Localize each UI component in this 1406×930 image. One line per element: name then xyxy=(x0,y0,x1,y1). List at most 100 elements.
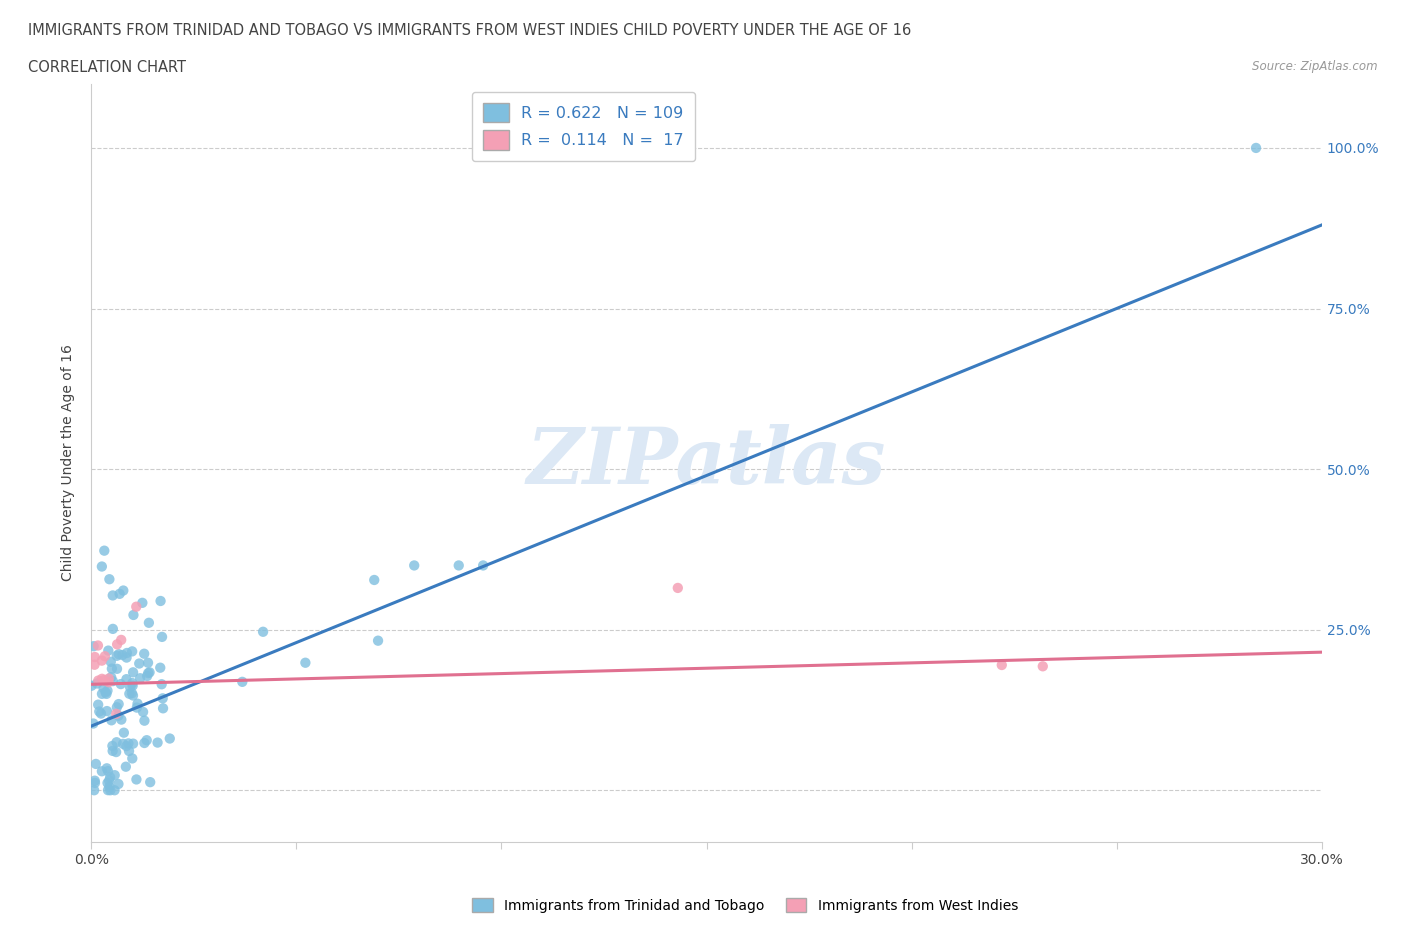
Point xyxy=(294,656,316,671)
Point xyxy=(152,691,174,706)
Point xyxy=(990,658,1012,672)
Point xyxy=(105,700,128,715)
Point xyxy=(1032,658,1054,673)
Point xyxy=(472,558,495,573)
Point xyxy=(118,686,141,701)
Point xyxy=(98,779,121,794)
Point xyxy=(363,573,385,588)
Point xyxy=(152,701,174,716)
Point xyxy=(125,599,148,614)
Point xyxy=(128,656,150,671)
Point xyxy=(146,735,169,750)
Point xyxy=(105,745,128,760)
Point xyxy=(101,661,124,676)
Point xyxy=(101,673,124,688)
Point xyxy=(134,713,156,728)
Point xyxy=(105,648,128,663)
Point xyxy=(138,616,160,631)
Point xyxy=(134,646,156,661)
Point xyxy=(107,697,129,711)
Point xyxy=(150,677,173,692)
Point xyxy=(93,672,115,687)
Point xyxy=(98,783,121,798)
Point xyxy=(87,673,110,688)
Point xyxy=(108,587,131,602)
Point xyxy=(132,705,155,720)
Point xyxy=(97,764,120,778)
Point xyxy=(100,655,122,670)
Point xyxy=(110,677,132,692)
Point xyxy=(96,686,118,701)
Point xyxy=(96,761,118,776)
Point xyxy=(111,647,134,662)
Point xyxy=(100,713,122,728)
Point xyxy=(110,712,132,727)
Point xyxy=(93,543,115,558)
Point xyxy=(101,588,124,603)
Text: ZIPatlas: ZIPatlas xyxy=(527,424,886,501)
Point xyxy=(110,632,132,647)
Point xyxy=(97,644,120,658)
Point xyxy=(96,776,118,790)
Point xyxy=(101,621,124,636)
Point xyxy=(90,653,112,668)
Point xyxy=(231,674,253,689)
Point xyxy=(404,558,426,573)
Point xyxy=(94,649,117,664)
Point xyxy=(159,731,181,746)
Point xyxy=(83,658,105,672)
Point xyxy=(1244,140,1267,155)
Point xyxy=(367,633,389,648)
Point xyxy=(87,698,110,712)
Point xyxy=(127,697,149,711)
Point xyxy=(97,671,120,686)
Point xyxy=(138,665,160,680)
Point xyxy=(103,783,125,798)
Point xyxy=(122,607,145,622)
Point xyxy=(83,773,105,788)
Point xyxy=(94,685,117,700)
Point xyxy=(139,775,162,790)
Point xyxy=(89,704,111,719)
Point xyxy=(86,676,108,691)
Point xyxy=(115,645,138,660)
Point xyxy=(121,644,143,658)
Point xyxy=(107,709,129,724)
Point xyxy=(125,700,148,715)
Point xyxy=(93,681,115,696)
Text: IMMIGRANTS FROM TRINIDAD AND TOBAGO VS IMMIGRANTS FROM WEST INDIES CHILD POVERTY: IMMIGRANTS FROM TRINIDAD AND TOBAGO VS I… xyxy=(28,23,911,38)
Point xyxy=(121,675,143,690)
Point xyxy=(97,783,120,798)
Text: Source: ZipAtlas.com: Source: ZipAtlas.com xyxy=(1253,60,1378,73)
Point xyxy=(666,580,689,595)
Point xyxy=(135,733,157,748)
Point xyxy=(122,737,145,751)
Point xyxy=(91,686,114,701)
Point xyxy=(112,583,135,598)
Point xyxy=(122,665,145,680)
Point xyxy=(125,772,148,787)
Point xyxy=(149,660,172,675)
Point xyxy=(87,638,110,653)
Point xyxy=(98,770,121,785)
Point xyxy=(90,706,112,721)
Point xyxy=(131,595,153,610)
Point xyxy=(83,783,105,798)
Point xyxy=(150,630,173,644)
Point xyxy=(252,624,274,639)
Point xyxy=(97,675,120,690)
Point xyxy=(136,666,159,681)
Point xyxy=(117,736,139,751)
Point xyxy=(121,685,143,700)
Point xyxy=(84,756,107,771)
Point xyxy=(107,646,129,661)
Point xyxy=(118,744,141,759)
Point xyxy=(121,751,143,766)
Point xyxy=(83,639,105,654)
Y-axis label: Child Poverty Under the Age of 16: Child Poverty Under the Age of 16 xyxy=(62,344,76,581)
Point xyxy=(105,735,128,750)
Point xyxy=(120,680,142,695)
Point xyxy=(101,743,124,758)
Point xyxy=(104,768,127,783)
Point xyxy=(107,777,129,791)
